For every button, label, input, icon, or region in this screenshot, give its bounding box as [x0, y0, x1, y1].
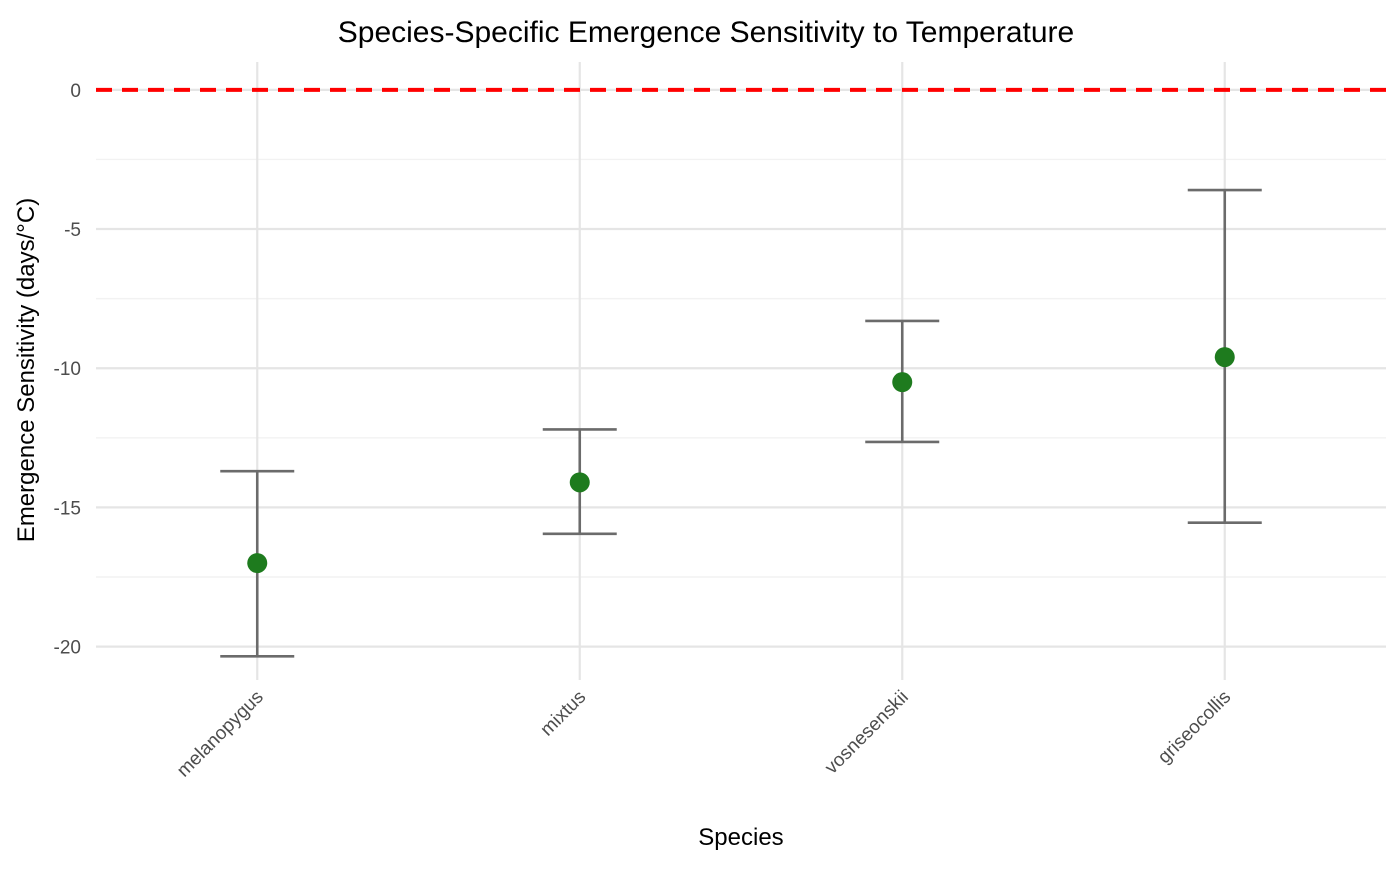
y-axis-title: Emergence Sensitivity (days/°C): [13, 198, 40, 542]
x-axis-title: Species: [698, 824, 783, 851]
x-tick-label-melanopygus: melanopygus: [173, 687, 268, 782]
y-tick-label: 0: [70, 81, 81, 102]
chart-title: Species-Specific Emergence Sensitivity t…: [338, 16, 1074, 49]
y-tick-labels: 0 -5 -10 -15 -20: [54, 81, 81, 659]
grid-layer: [96, 62, 1386, 680]
point-layer: [247, 347, 1235, 574]
y-tick-label: -15: [54, 498, 81, 519]
data-point-vosnesenskii: [892, 372, 913, 393]
x-tick-label-griseocollis: griseocollis: [1154, 687, 1235, 768]
data-point-mixtus: [569, 472, 590, 493]
y-tick-label: -20: [54, 638, 81, 659]
data-point-melanopygus: [247, 553, 268, 574]
error-bar-layer: [220, 188, 1262, 658]
data-point-griseocollis: [1214, 347, 1235, 368]
x-tick-label-vosnesenskii: vosnesenskii: [821, 687, 913, 779]
x-tick-labels: melanopygus mixtus vosnesenskii griseocolli…: [173, 687, 1235, 782]
x-tick-label-mixtus: mixtus: [537, 687, 591, 741]
y-tick-label: -10: [54, 359, 81, 380]
y-tick-label: -5: [64, 220, 81, 241]
